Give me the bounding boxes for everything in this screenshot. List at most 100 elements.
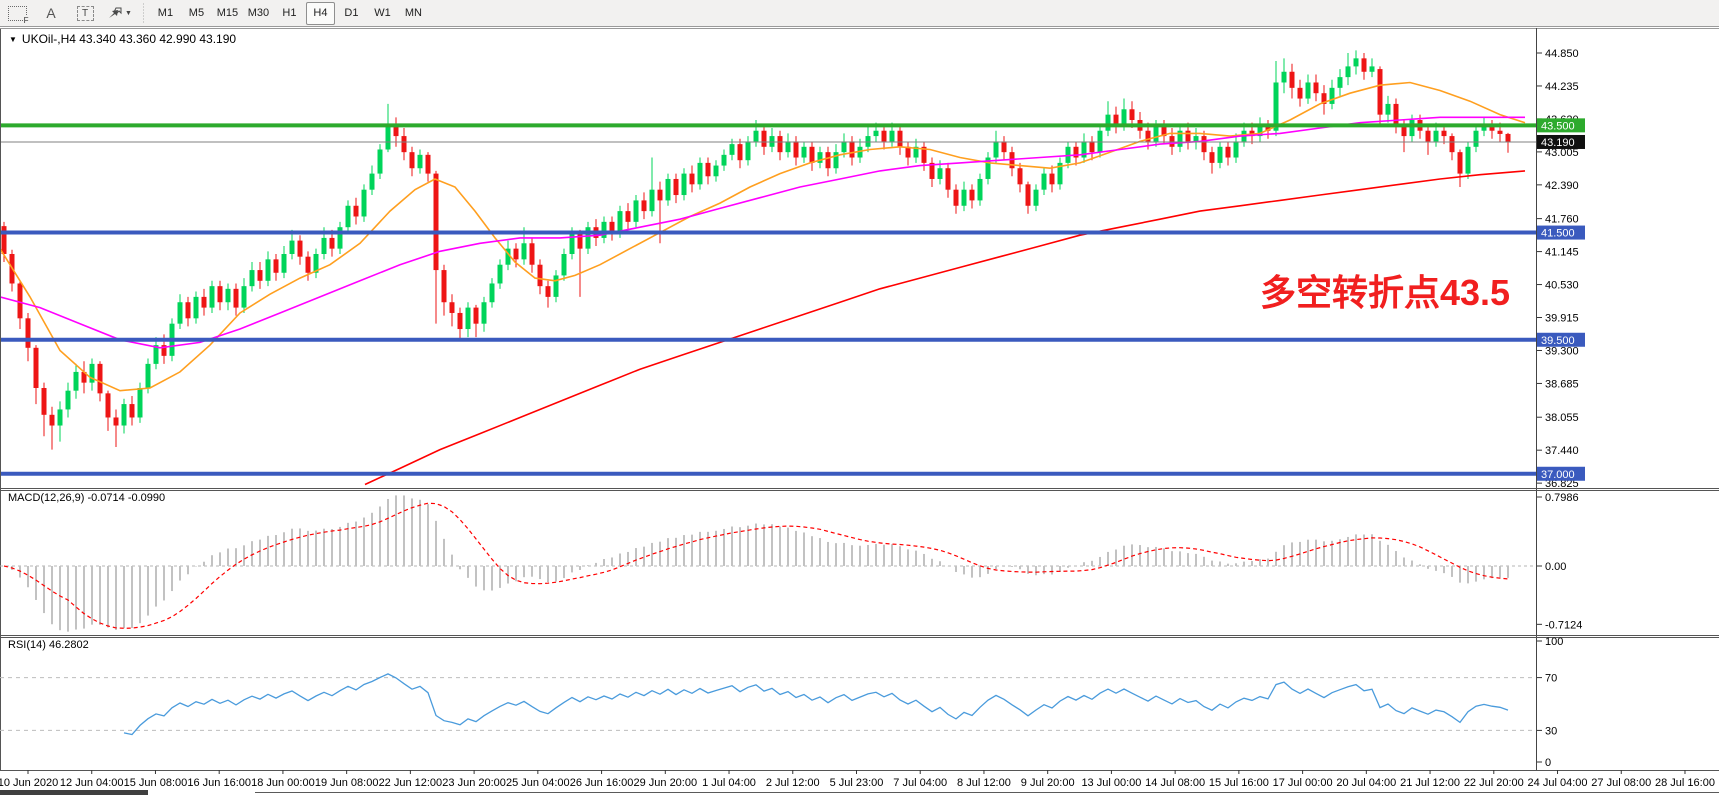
candle-body xyxy=(489,283,495,303)
time-axis-label: 24 Jul 04:00 xyxy=(1528,777,1588,789)
candle-body xyxy=(1481,125,1487,131)
candle-body xyxy=(313,254,319,273)
candle-body xyxy=(513,248,519,260)
candle-body xyxy=(305,256,311,273)
candle-body xyxy=(601,221,607,238)
toolbar-group-separator xyxy=(140,3,146,23)
tf-button-mn[interactable]: MN xyxy=(404,7,422,19)
candle-body xyxy=(897,130,903,147)
candle-body xyxy=(329,237,335,249)
candle-body xyxy=(1281,71,1287,83)
candle-body xyxy=(1049,173,1055,185)
arrows-dropdown-caret-icon[interactable]: ▼ xyxy=(125,9,132,17)
chart-title-text: UKOil-,H4 43.340 43.360 42.990 43.190 xyxy=(21,32,237,46)
candle-body xyxy=(1337,77,1343,88)
candle-body xyxy=(945,168,951,190)
candle-body xyxy=(1377,69,1383,115)
text-tool-icon: A xyxy=(46,5,56,21)
time-axis-label: 12 Jun 04:00 xyxy=(60,777,124,789)
candle-body xyxy=(449,302,455,313)
time-axis-label: 18 Jun 00:00 xyxy=(251,777,315,789)
candle-body xyxy=(1033,189,1039,206)
candle-body xyxy=(561,254,567,276)
candle-body xyxy=(345,205,351,228)
chart-annotation-text[interactable]: 多空转折点43.5 xyxy=(1260,272,1511,313)
chart-canvas[interactable]: 44.85044.23543.62043.00542.39041.76041.1… xyxy=(0,28,1719,789)
price-tag xyxy=(1537,134,1585,149)
price-axis-label: 38.685 xyxy=(1545,378,1579,390)
candle-body xyxy=(985,157,991,179)
candle-body xyxy=(649,189,655,212)
ma-fast-line xyxy=(0,81,1526,392)
candle-body xyxy=(993,141,999,158)
candle-body xyxy=(689,173,695,185)
price-axis-label: 39.915 xyxy=(1545,313,1579,325)
fibonacci-tool-button[interactable]: F xyxy=(2,1,32,25)
candle-body xyxy=(969,189,975,201)
candle-body xyxy=(393,125,399,137)
candle-body xyxy=(1353,58,1359,67)
arrows-tool-button[interactable]: ▼ xyxy=(104,1,135,25)
candle-body xyxy=(201,296,207,308)
macd-axis-label: -0.7124 xyxy=(1545,619,1582,631)
candle-body xyxy=(281,254,287,273)
candle-body xyxy=(1009,152,1015,169)
candle-body xyxy=(1169,136,1175,147)
candle-body xyxy=(641,200,647,212)
candle-body xyxy=(1329,87,1335,104)
candle-body xyxy=(153,345,159,364)
candle-body xyxy=(825,152,831,169)
candle-body xyxy=(777,136,783,153)
tf-button-m1[interactable]: M1 xyxy=(157,7,174,19)
candle-body xyxy=(977,178,983,201)
candle-body xyxy=(273,259,279,273)
candle-body xyxy=(793,141,799,158)
candle-body xyxy=(553,275,559,297)
candle-body xyxy=(537,264,543,287)
candle-body xyxy=(369,173,375,190)
label-tool-button[interactable]: T xyxy=(70,1,100,25)
candle-body xyxy=(769,136,775,147)
rsi-panel-label: RSI(14) 46.2802 xyxy=(8,639,89,651)
candle-body xyxy=(881,130,887,142)
scrollbar-thumb[interactable] xyxy=(0,790,148,795)
tf-button-m30[interactable]: M30 xyxy=(247,7,270,19)
text-tool-button[interactable]: A xyxy=(36,1,66,25)
candle-body xyxy=(473,307,479,324)
candle-body xyxy=(633,200,639,222)
candle-body xyxy=(57,409,63,426)
tf-button-m15[interactable]: M15 xyxy=(216,7,239,19)
candle-body xyxy=(609,221,615,233)
candle-body xyxy=(1209,152,1215,163)
tf-button-h4[interactable]: H4 xyxy=(305,1,335,25)
candle-body xyxy=(497,264,503,284)
arrows-icon xyxy=(109,7,122,18)
tf-button-h1[interactable]: H1 xyxy=(282,7,297,19)
candle-body xyxy=(257,270,263,281)
time-axis-label: 5 Jul 23:00 xyxy=(830,777,884,789)
candle-body xyxy=(1121,109,1127,126)
candle-body xyxy=(249,270,255,287)
scrollbar-track-line[interactable] xyxy=(255,792,1719,793)
tf-button-w1[interactable]: W1 xyxy=(374,7,391,19)
tf-button-m5[interactable]: M5 xyxy=(188,7,205,19)
candle-body xyxy=(1161,125,1167,137)
tf-button-d1[interactable]: D1 xyxy=(344,7,359,19)
candle-body xyxy=(745,141,751,161)
candle-body xyxy=(1425,130,1431,142)
candle-body xyxy=(545,286,551,297)
candle-body xyxy=(1441,130,1447,137)
rsi-axis-label: 100 xyxy=(1545,636,1563,648)
price-tag-text: 39.500 xyxy=(1541,335,1575,347)
candle-body xyxy=(841,141,847,153)
time-axis-label: 9 Jul 20:00 xyxy=(1021,777,1075,789)
candle-body xyxy=(457,312,463,330)
candle-body xyxy=(1153,125,1159,142)
candle-body xyxy=(297,240,303,257)
candle-body xyxy=(1465,146,1471,174)
symbol-dropdown-icon[interactable]: ▼ xyxy=(9,35,17,44)
candle-body xyxy=(1225,146,1231,158)
candle-body xyxy=(353,205,359,217)
price-axis-label: 43.005 xyxy=(1545,147,1579,159)
candle-body xyxy=(113,417,119,426)
